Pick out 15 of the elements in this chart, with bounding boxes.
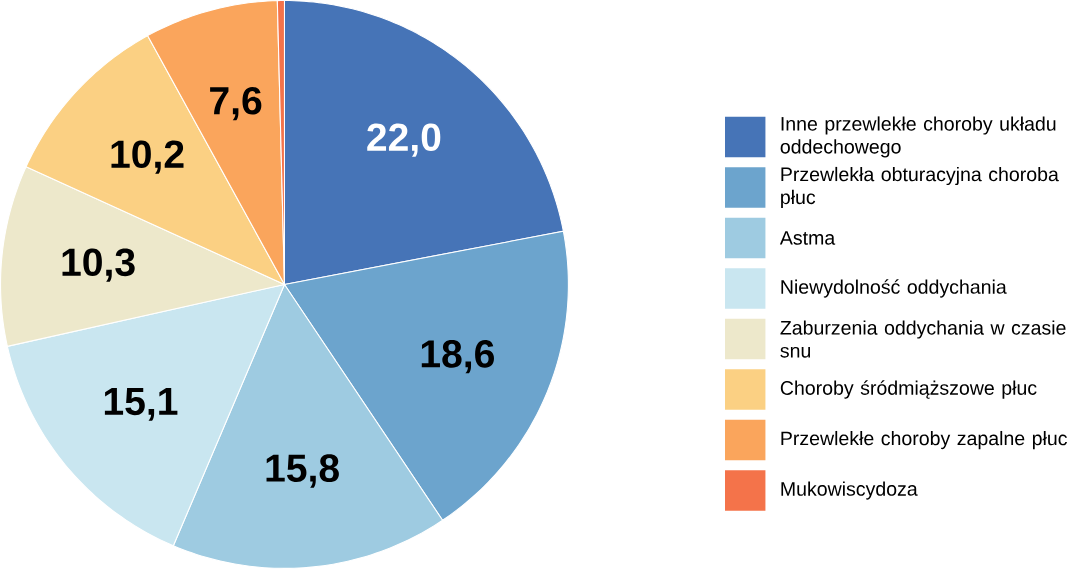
legend-label: Przewlekła obturacyjna choroba płuc [781, 166, 1059, 209]
legend-label: Astma [779, 231, 836, 245]
legend-label: Mukowiscydoza [781, 481, 918, 500]
data-label: 22,0 [367, 123, 441, 157]
data-label: 18,6 [421, 340, 494, 374]
data-label: 15,1 [104, 387, 178, 421]
data-label: 15,8 [266, 454, 339, 488]
data-label: 10,2 [111, 140, 184, 174]
legend-label: Inne przewlekłe choroby układu oddechowego [780, 116, 1056, 158]
data-label: 10,3 [62, 248, 135, 282]
legend-label: Przewlekłe choroby zapalne płuc [781, 430, 1067, 450]
legend-label: Niewydolność oddychania [781, 279, 1007, 298]
legend-label: Choroby śródmiąższowe płuc [780, 380, 1037, 399]
legend-label: Zaburzenia oddychania w czasie snu [780, 320, 1066, 358]
data-label: 7,6 [210, 86, 262, 121]
